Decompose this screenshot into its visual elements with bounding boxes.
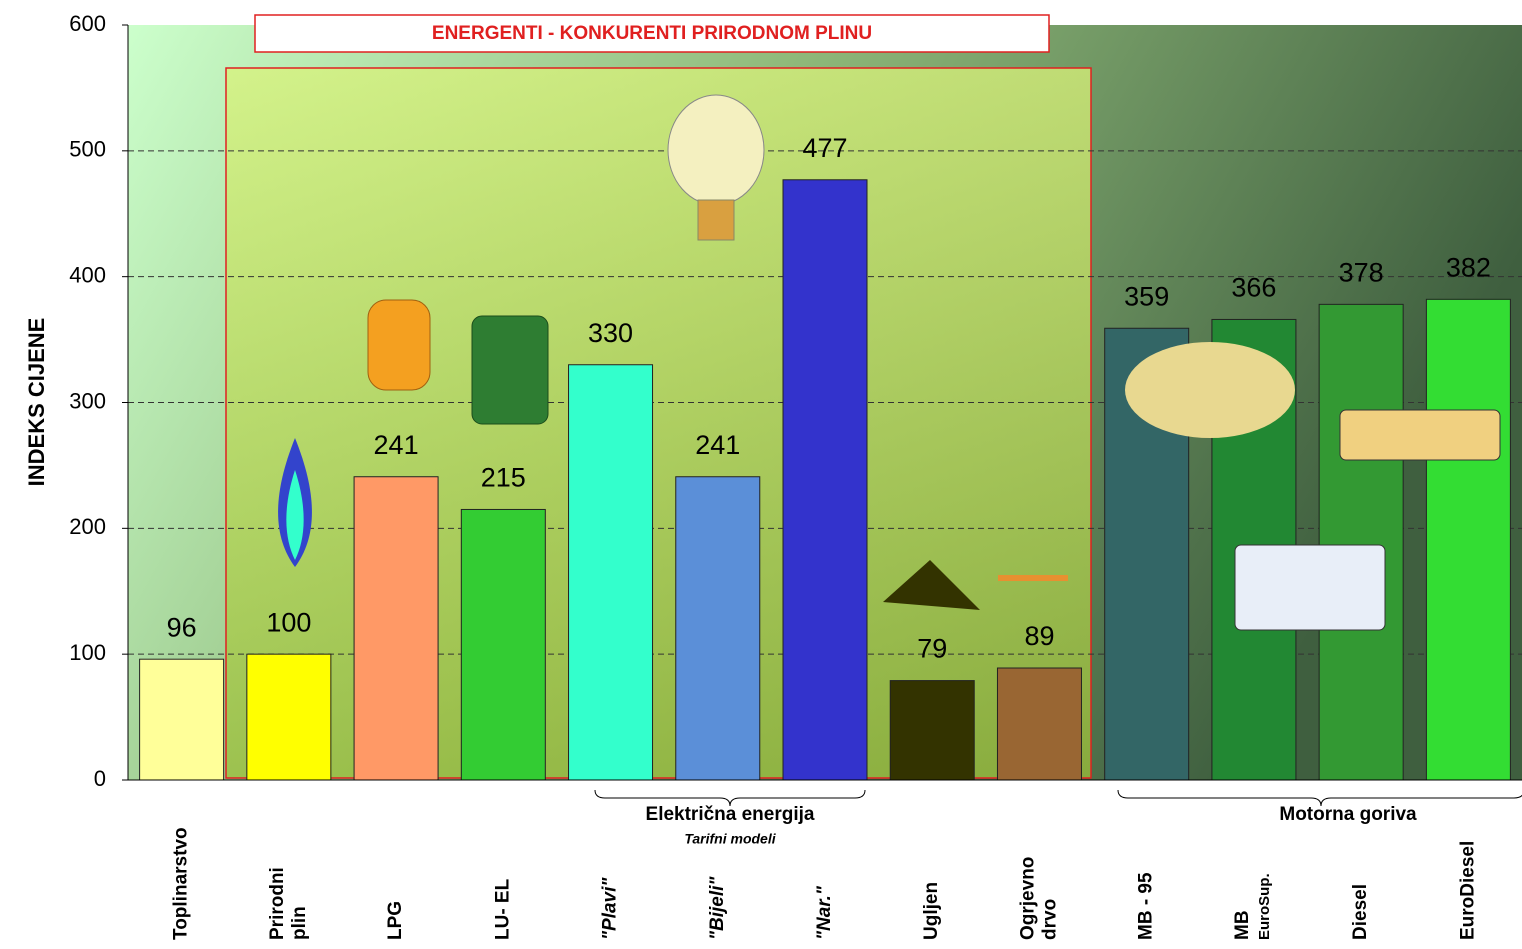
x-tick-label: "Nar." <box>814 885 835 940</box>
group-sublabel: Tarifni modeli <box>684 831 776 847</box>
flame-icon <box>278 438 312 567</box>
bar <box>1318 303 1404 781</box>
x-tick-label: Ugljen <box>921 882 942 940</box>
y-tick-label: 100 <box>69 640 106 665</box>
data-label: 477 <box>802 133 847 163</box>
y-tick-label: 300 <box>69 388 106 413</box>
data-label: 215 <box>481 463 526 493</box>
data-label: 366 <box>1231 273 1276 303</box>
y-tick-label: 500 <box>69 137 106 162</box>
barrel-icon <box>471 315 549 425</box>
y-tick-label: 400 <box>69 262 106 287</box>
data-label: 96 <box>167 612 197 642</box>
x-tick-label: plin <box>289 906 310 940</box>
bus-icon <box>1339 409 1501 461</box>
bar <box>996 667 1082 781</box>
data-label: 330 <box>588 318 633 348</box>
motorbike-icon <box>1125 342 1295 438</box>
bar <box>460 508 546 781</box>
data-label: 382 <box>1446 252 1491 282</box>
bar <box>139 658 225 781</box>
y-tick-label: 600 <box>69 11 106 36</box>
data-label: 79 <box>917 634 947 664</box>
group-brace <box>594 789 866 807</box>
ambulance-icon <box>1234 544 1386 631</box>
y-tick-label: 0 <box>94 766 106 791</box>
data-label: 359 <box>1124 281 1169 311</box>
x-tick-label: Ogrjevno <box>1017 857 1038 940</box>
data-label: 241 <box>374 430 419 460</box>
x-tick-label: "Bijeli" <box>707 876 728 940</box>
bar <box>246 653 332 781</box>
coal-icon <box>883 560 980 610</box>
x-tick-label: drvo <box>1039 899 1060 940</box>
bar <box>782 179 868 781</box>
x-tick-label: EuroDiesel <box>1457 841 1478 940</box>
bar <box>353 476 439 781</box>
data-label: 241 <box>695 430 740 460</box>
x-tick-label: MB <box>1232 910 1253 940</box>
gas-bottle-icon <box>367 299 431 391</box>
x-tick-label: Diesel <box>1350 884 1371 940</box>
y-axis-label: INDEKS CIJENE <box>24 318 49 487</box>
data-label: 100 <box>266 607 311 637</box>
x-tick-label: Prirodni <box>267 867 288 940</box>
x-tick-label: MB - 95 <box>1136 872 1157 940</box>
x-tick-label: Toplinarstvo <box>171 827 192 940</box>
title-box <box>254 14 1050 53</box>
y-tick-label: 200 <box>69 514 106 539</box>
group-label: Motorna goriva <box>1279 804 1417 825</box>
group-label: Električna energija <box>646 804 815 825</box>
bar <box>1425 298 1511 781</box>
bar <box>568 364 654 781</box>
x-tick-label: LPG <box>385 901 406 940</box>
x-tick-label: "Plavi" <box>600 877 621 940</box>
data-label: 89 <box>1024 621 1054 651</box>
x-tick-label: LU- EL <box>492 878 513 940</box>
bar <box>675 476 761 781</box>
group-brace <box>1117 789 1522 807</box>
bar <box>889 680 975 781</box>
x-tick-label: EuroSup. <box>1256 873 1273 940</box>
bulb-icon <box>667 94 765 241</box>
data-label: 378 <box>1339 257 1384 287</box>
chart-title: ENERGENTI - KONKURENTI PRIRODNOM PLINU <box>432 23 872 44</box>
match-icon <box>998 575 1068 581</box>
